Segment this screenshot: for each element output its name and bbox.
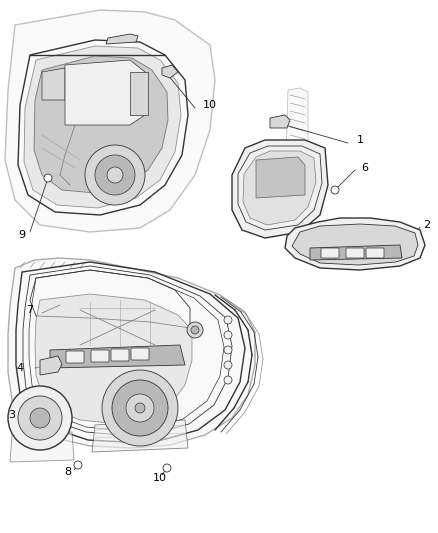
FancyBboxPatch shape [346, 248, 364, 258]
Polygon shape [256, 157, 305, 198]
Polygon shape [42, 68, 65, 100]
Text: 1: 1 [357, 135, 364, 145]
Circle shape [8, 386, 72, 450]
Polygon shape [130, 72, 148, 115]
Circle shape [126, 394, 154, 422]
Text: 10: 10 [203, 100, 217, 110]
Circle shape [44, 174, 52, 182]
FancyBboxPatch shape [131, 348, 149, 360]
Circle shape [224, 361, 232, 369]
Circle shape [102, 370, 178, 446]
Circle shape [331, 186, 339, 194]
Circle shape [224, 376, 232, 384]
Polygon shape [106, 34, 138, 44]
Polygon shape [292, 224, 418, 265]
Circle shape [224, 316, 232, 324]
Polygon shape [232, 140, 328, 238]
Text: 3: 3 [8, 410, 15, 420]
FancyBboxPatch shape [66, 351, 84, 363]
Circle shape [112, 380, 168, 436]
Text: 8: 8 [64, 467, 71, 477]
Polygon shape [35, 294, 192, 423]
Text: 10: 10 [153, 473, 167, 483]
Text: 6: 6 [361, 163, 368, 173]
Polygon shape [310, 245, 402, 260]
Polygon shape [10, 432, 74, 462]
Circle shape [74, 461, 82, 469]
Polygon shape [50, 345, 185, 368]
Polygon shape [65, 60, 145, 125]
Circle shape [224, 346, 232, 354]
Polygon shape [243, 151, 316, 225]
Circle shape [85, 145, 145, 205]
Circle shape [30, 408, 50, 428]
Polygon shape [5, 10, 215, 232]
Circle shape [135, 403, 145, 413]
FancyBboxPatch shape [321, 248, 339, 258]
Polygon shape [92, 420, 188, 452]
Circle shape [107, 167, 123, 183]
Polygon shape [40, 356, 62, 375]
Polygon shape [285, 218, 425, 270]
Circle shape [95, 155, 135, 195]
Text: 4: 4 [17, 363, 24, 373]
FancyBboxPatch shape [366, 248, 384, 258]
Circle shape [187, 322, 203, 338]
Polygon shape [34, 56, 168, 193]
Circle shape [191, 326, 199, 334]
Polygon shape [162, 65, 178, 78]
FancyBboxPatch shape [111, 349, 129, 361]
Polygon shape [24, 46, 181, 208]
Polygon shape [270, 115, 290, 128]
Text: 9: 9 [18, 230, 25, 240]
Polygon shape [8, 258, 255, 448]
FancyBboxPatch shape [91, 350, 109, 362]
Polygon shape [285, 88, 308, 200]
Text: 2: 2 [424, 220, 431, 230]
Circle shape [224, 331, 232, 339]
Text: 7: 7 [26, 305, 34, 315]
Circle shape [18, 396, 62, 440]
Circle shape [163, 464, 171, 472]
